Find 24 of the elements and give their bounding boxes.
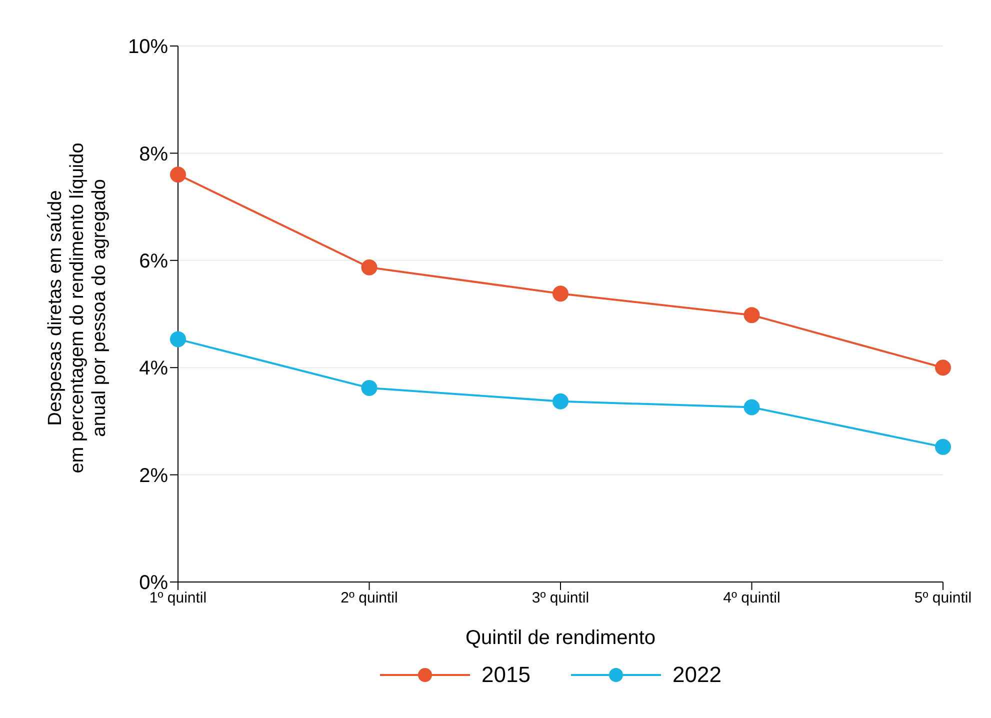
x-axis-title: Quintil de rendimento xyxy=(465,627,656,649)
y-tick-label: 4% xyxy=(139,358,168,380)
point xyxy=(170,331,186,348)
x-tick-label: 3º quintil xyxy=(532,590,590,607)
point xyxy=(744,399,760,416)
y-tick-label: 10% xyxy=(128,36,168,58)
x-tick-label: 2º quintil xyxy=(340,590,398,607)
y-tick-label: 2% xyxy=(139,464,168,487)
point xyxy=(935,360,951,376)
point xyxy=(170,166,186,183)
x-tick-label: 5º quintil xyxy=(914,590,972,607)
point xyxy=(552,393,568,410)
legend-label: 2015 xyxy=(482,662,530,688)
y-axis-title: Despesas diretas em saúde em percentagem do rendimento líquido anual por pessoa do agregado xyxy=(45,142,110,474)
point xyxy=(744,307,760,324)
x-tick-label: 1º quintil xyxy=(149,590,207,607)
point xyxy=(935,438,951,455)
point xyxy=(361,380,378,396)
point xyxy=(552,286,568,302)
point xyxy=(361,259,378,276)
y-tick-label: 8% xyxy=(139,143,168,166)
legend-label: 2022 xyxy=(672,662,722,688)
x-tick-label: 4º quintil xyxy=(723,590,780,607)
y-tick-label: 6% xyxy=(139,250,168,272)
